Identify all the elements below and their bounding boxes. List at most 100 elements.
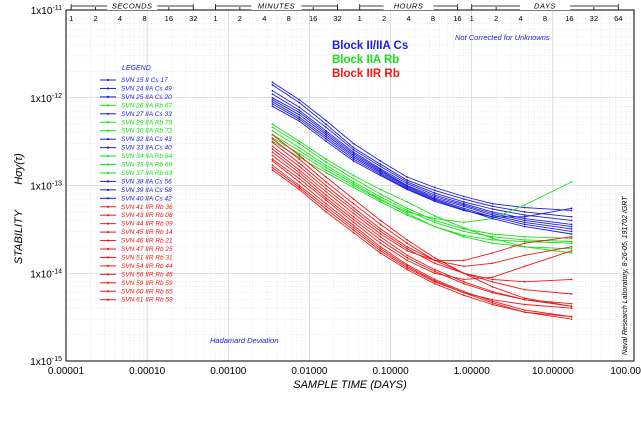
data-point	[352, 184, 355, 187]
data-point	[271, 105, 274, 108]
data-point	[271, 81, 274, 84]
data-point	[570, 209, 573, 212]
data-point	[491, 205, 494, 208]
data-point	[570, 225, 573, 228]
data-point	[523, 254, 526, 257]
data-point	[379, 193, 382, 195]
data-point	[570, 228, 573, 230]
data-point	[523, 309, 526, 312]
data-point	[523, 225, 526, 228]
data-point	[271, 126, 274, 129]
data-point	[379, 201, 382, 203]
data-point	[352, 206, 355, 209]
data-point	[406, 245, 409, 248]
legend-marker	[106, 264, 110, 267]
data-point	[271, 151, 274, 154]
data-point	[325, 171, 327, 174]
data-point	[352, 158, 355, 160]
data-point	[325, 166, 327, 169]
legend-marker	[106, 129, 110, 132]
data-point	[352, 202, 355, 205]
series-lines	[271, 81, 573, 321]
data-point	[570, 233, 573, 235]
data-point	[570, 223, 573, 226]
data-point	[271, 164, 274, 167]
top-axis-label: 1	[213, 14, 217, 23]
data-point	[271, 100, 274, 103]
series-line	[272, 123, 572, 254]
data-point	[352, 226, 355, 229]
data-point	[523, 204, 526, 206]
data-point	[523, 265, 526, 268]
data-point	[379, 245, 382, 248]
data-point	[523, 223, 526, 226]
group-label: Block IIR Rb	[332, 68, 400, 80]
data-point	[352, 209, 355, 212]
top-axis-label: 8	[543, 14, 547, 23]
top-axis-label: 2	[382, 14, 386, 23]
data-point	[271, 89, 274, 92]
x-tick-label: 10.00000	[532, 366, 574, 377]
legend-entry: SVN 15 II Cs 17	[121, 77, 168, 84]
data-point	[406, 267, 409, 269]
data-point	[379, 235, 382, 238]
data-point	[379, 249, 382, 252]
data-point	[352, 177, 355, 180]
data-point	[298, 169, 301, 171]
legend-entry: SVN 47 IIR Rb 25	[121, 246, 173, 253]
data-point	[462, 294, 465, 297]
data-point	[298, 98, 301, 101]
legend-entry: SVN 34 IIA Rb 84	[121, 153, 172, 160]
data-point	[523, 288, 526, 291]
data-point	[298, 113, 301, 116]
data-point	[352, 174, 355, 177]
data-point	[379, 196, 382, 198]
legend-entry: SVN 33 IIA Cs 40	[121, 145, 172, 152]
data-point	[379, 171, 382, 174]
top-band-title: SECONDS	[112, 2, 153, 11]
top-axis-label: 32	[189, 14, 197, 23]
data-point	[523, 219, 526, 222]
data-point	[491, 285, 494, 288]
data-point	[379, 160, 382, 162]
series-line	[272, 138, 572, 283]
data-point	[352, 151, 355, 154]
top-axis-label: 32	[333, 14, 341, 23]
data-point	[379, 174, 382, 177]
x-axis-title: SAMPLE TIME (DAYS)	[293, 379, 407, 391]
data-point	[523, 217, 526, 220]
data-point	[406, 179, 409, 182]
data-point	[433, 282, 436, 285]
legend-marker	[106, 197, 110, 200]
top-axis-label: 2	[494, 14, 498, 23]
data-point	[325, 199, 327, 202]
data-point	[379, 163, 382, 166]
data-point	[491, 233, 494, 235]
top-axis-label: 8	[142, 14, 146, 23]
data-point	[325, 184, 327, 187]
data-point	[406, 247, 409, 250]
legend-marker	[106, 247, 110, 251]
data-point	[298, 177, 301, 180]
data-point	[491, 278, 494, 281]
data-point	[298, 106, 301, 109]
y-axis-title: STABILITY Hσy(τ)	[13, 153, 25, 264]
data-point	[570, 230, 573, 233]
top-axis-label: 4	[518, 14, 522, 23]
legend-marker	[106, 121, 110, 124]
data-point	[298, 116, 301, 119]
data-point	[491, 208, 494, 210]
legend-marker	[106, 239, 110, 242]
data-point	[379, 230, 382, 233]
data-point	[491, 238, 494, 241]
data-point	[325, 202, 327, 205]
data-point	[352, 186, 355, 189]
top-axis-label: 4	[118, 14, 122, 23]
data-point	[433, 200, 436, 203]
legend-entry: SVN 46 IIR Rb 21	[121, 238, 173, 245]
top-axis-label: 16	[453, 14, 461, 23]
data-point	[298, 111, 301, 114]
y-tick-label: 1x10-12	[30, 93, 62, 105]
data-point	[523, 245, 526, 248]
